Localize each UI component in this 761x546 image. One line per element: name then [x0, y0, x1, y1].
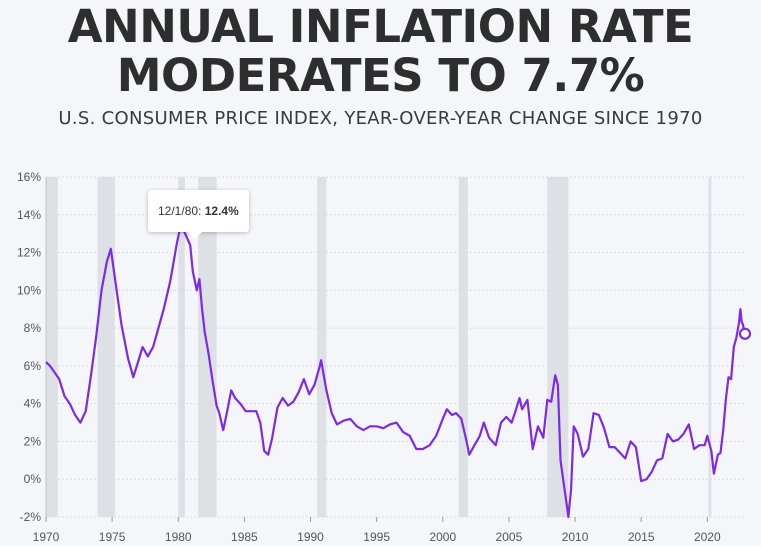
x-tick-label: 2000 [429, 530, 456, 544]
x-tick-label: 2005 [496, 530, 523, 544]
recession-band [46, 177, 58, 517]
y-tick-label: 10% [17, 283, 41, 297]
tooltip-value: 12.4% [204, 204, 239, 218]
x-tick-label: 2020 [694, 530, 721, 544]
y-tick-label: 16% [17, 170, 41, 184]
recession-bands [46, 177, 712, 517]
y-tick-label: -2% [20, 510, 42, 524]
x-tick-label: 1970 [33, 530, 60, 544]
series-layer[interactable] [45, 223, 752, 519]
latest-value-marker [738, 327, 752, 340]
recession-band [178, 177, 185, 517]
x-axis: 1970 1975 1980 1985 1990 1995 2000 2005 2010 2015… [33, 517, 721, 544]
y-tick-label: 0% [24, 472, 42, 486]
gridlines [45, 176, 745, 518]
y-tick-label: 6% [24, 359, 42, 373]
recession-band [317, 177, 327, 517]
tooltip-date: 12/1/80: [158, 204, 202, 218]
x-tick-label: 1985 [231, 530, 258, 544]
recession-band [458, 177, 468, 517]
y-axis: 16% 14% 12% 10% 8% 6% 4% 2% 0% -2% [17, 170, 41, 524]
x-tick-label: 1980 [165, 530, 192, 544]
x-tick-label: 2015 [628, 530, 655, 544]
chart-title-line-2: MODERATES TO 7.7% [116, 49, 645, 102]
data-tooltip: 12/1/80: 12.4% [148, 190, 249, 239]
recession-band [708, 177, 712, 517]
x-tick-label: 1990 [297, 530, 324, 544]
y-tick-label: 14% [17, 208, 41, 222]
chart-subtitle: U.S. CONSUMER PRICE INDEX, YEAR-OVER-YEA… [58, 108, 703, 129]
recession-band [547, 177, 569, 517]
y-tick-label: 8% [24, 321, 42, 335]
series-line[interactable] [45, 223, 746, 519]
recession-band [97, 177, 115, 517]
y-tick-label: 4% [24, 397, 42, 411]
x-tick-label: 2010 [562, 530, 589, 544]
chart-title-line-1: ANNUAL INFLATION RATE [67, 0, 694, 53]
x-tick-label: 1975 [99, 530, 126, 544]
y-tick-label: 12% [17, 246, 41, 260]
x-tick-label: 1995 [363, 530, 390, 544]
y-tick-label: 2% [24, 434, 42, 448]
